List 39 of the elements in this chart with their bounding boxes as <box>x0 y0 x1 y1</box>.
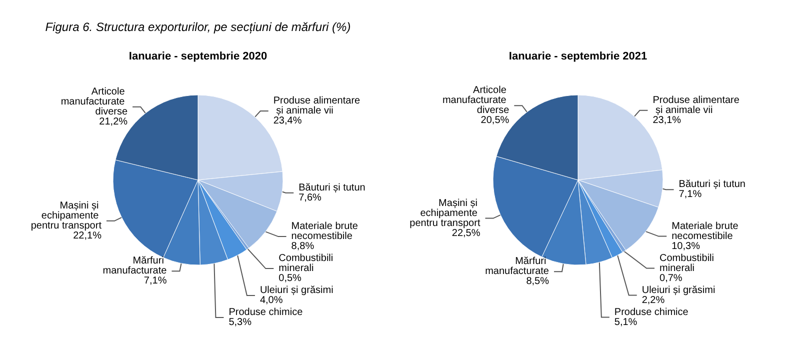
data-label: 10,3% <box>672 240 700 252</box>
data-label: 7,1% <box>678 189 702 200</box>
data-label: 0,7% <box>660 272 682 284</box>
data-label: 22,1% <box>73 230 102 242</box>
chart-subtitle: Ianuarie - septembrie 2021 <box>508 50 648 62</box>
data-label: 23,1% <box>652 114 682 126</box>
slice-label: Combustibili minerali <box>278 253 336 274</box>
slice-label: Uleiuri și grăsimi <box>260 285 334 296</box>
slice-label: Produse chimice <box>614 306 689 318</box>
slice-label: Uleiuri și grăsimi <box>642 284 716 296</box>
slice-label: Articole manufacturate diverse <box>60 86 128 118</box>
chart-subtitle: Ianuarie - septembrie 2020 <box>128 50 268 62</box>
slice-label: Mașini și echipamente pentru transport <box>30 200 102 232</box>
data-label: 4,0% <box>260 295 283 306</box>
data-label: 20,5% <box>480 115 510 126</box>
data-label: 7,6% <box>298 192 322 204</box>
slice-label: Combustibili minerali <box>660 252 717 274</box>
slice-label: Produse alimentare și animale vii <box>652 94 740 116</box>
data-label: 21,2% <box>99 116 128 128</box>
slice-label: Băuturi și tutun <box>678 179 746 190</box>
chart-title: Figura 6. Structura exporturilor, pe secțiuni de mărfuri (%) <box>45 20 351 34</box>
slice-label: Materiale brute necomestibile <box>291 221 361 242</box>
slice-label: Materiale brute necomestibile <box>672 220 742 242</box>
slice-label: Produse chimice <box>228 307 304 318</box>
slice-label: Mărfuri manufacturate <box>485 256 550 278</box>
data-label: 2,2% <box>642 294 665 306</box>
slice-label: Produse alimentare și animale vii <box>273 96 361 117</box>
slice-label: Băuturi și tutun <box>298 182 366 194</box>
data-label: 7,1% <box>144 276 167 287</box>
data-label: 8,8% <box>291 241 314 252</box>
slice-label: Mașini și echipamente pentru transport <box>410 198 480 229</box>
data-label: 5,1% <box>614 316 638 328</box>
data-label: 22,5% <box>452 228 480 239</box>
data-label: 0,5% <box>278 273 302 284</box>
slice-label: Articole manufacturate diverse <box>442 85 510 116</box>
slice-label: Mărfuri manufacturate <box>102 256 168 277</box>
data-label: 23,4% <box>273 116 302 127</box>
data-label: 5,3% <box>228 317 252 328</box>
data-label: 8,5% <box>526 276 550 288</box>
